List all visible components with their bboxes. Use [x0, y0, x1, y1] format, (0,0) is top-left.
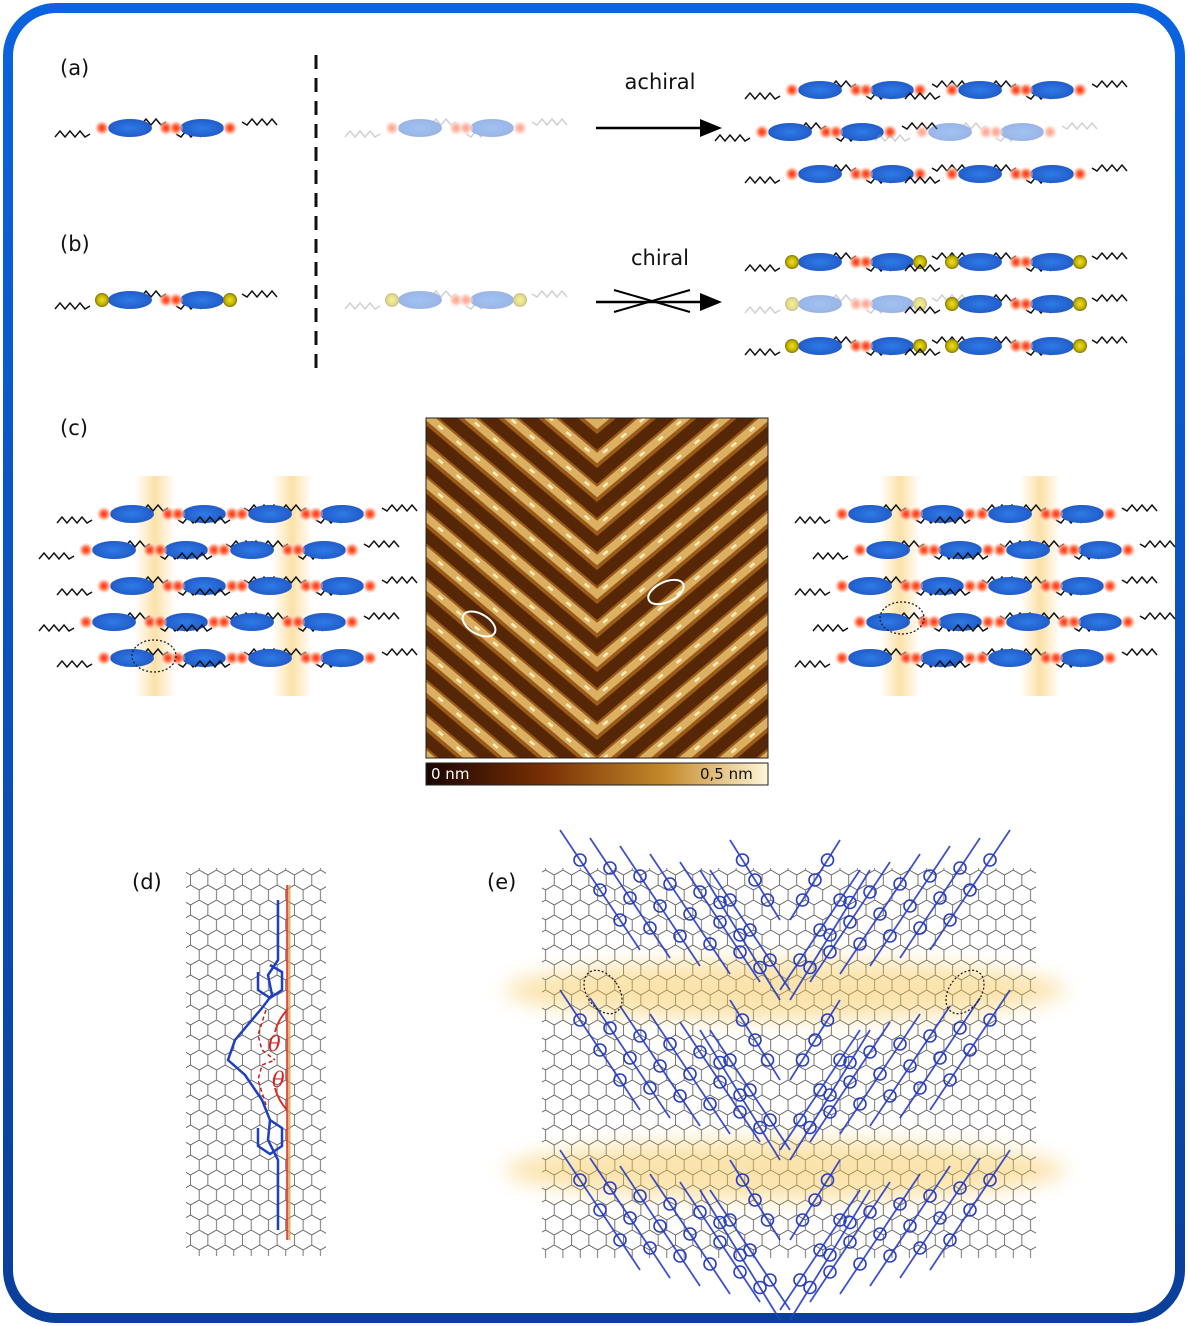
panel-a-label: (a): [60, 56, 90, 80]
colorbar: [425, 762, 769, 786]
panel-d-label: (d): [132, 870, 162, 894]
colorbar-min-label: 0 nm: [431, 765, 470, 783]
panel-e-label: (e): [487, 870, 517, 894]
panel-c-label: (c): [60, 416, 88, 440]
colorbar-max-label: 0,5 nm: [700, 765, 753, 783]
theta-label-upper: θ: [268, 1032, 281, 1056]
stm-highlight-ellipse-left: [461, 610, 497, 638]
chiral-arrow-crossed: [596, 289, 722, 313]
achiral-label: achiral: [624, 70, 696, 94]
chiral-label: chiral: [630, 246, 690, 270]
panel-e-graphene-model: [505, 829, 1065, 1321]
panel-b-label: (b): [60, 232, 90, 256]
panel-d-graphene-model: [186, 868, 326, 1256]
molecule-schematics: [38, 79, 1176, 696]
stm-image: [425, 417, 769, 759]
achiral-arrow: [596, 119, 722, 137]
theta-label-lower: θ: [272, 1068, 285, 1092]
stm-highlight-ellipse-right: [647, 578, 685, 606]
